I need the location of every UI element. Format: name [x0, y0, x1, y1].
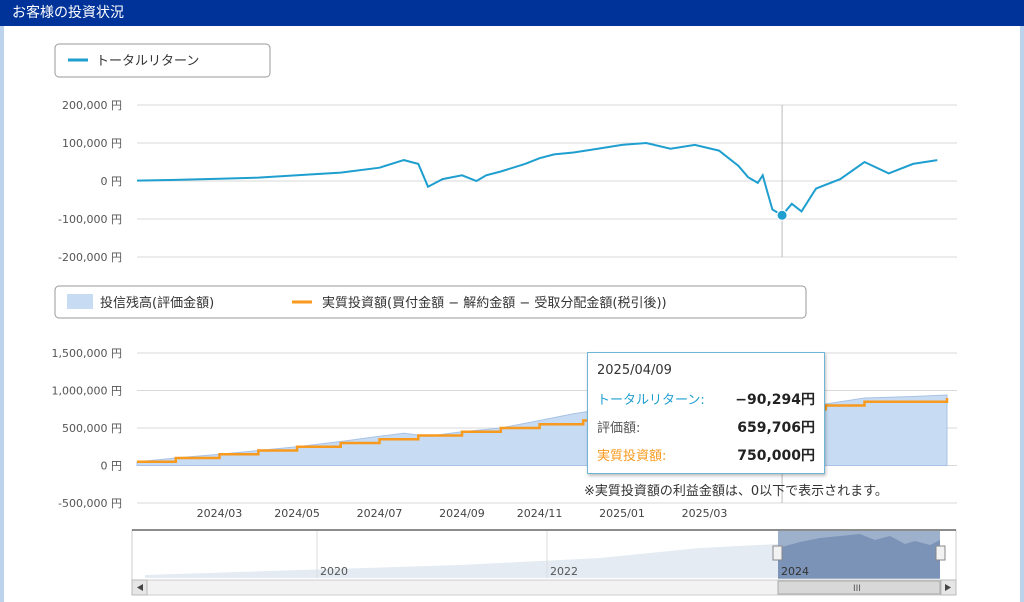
scrollbar-thumb-grip: III — [853, 584, 861, 594]
y-tick-label: -200,000 円 — [58, 251, 122, 264]
tooltip-key: 実質投資額: — [597, 449, 667, 464]
navigator-handle-right[interactable] — [935, 545, 946, 561]
y-tick-label: -500,000 円 — [58, 497, 122, 510]
x-tick-label: 2024/03 — [197, 507, 243, 520]
legend-top-label: トータルリターン — [96, 54, 199, 69]
note-text: ※実質投資額の利益金額は、0以下で表示されます。 — [584, 484, 888, 499]
chart-tooltip: 2025/04/09 トータルリターン: −90,294円 評価額: 659,7… — [587, 352, 825, 474]
tooltip-date: 2025/04/09 — [597, 363, 672, 378]
y-tick-label: 0 円 — [101, 460, 123, 473]
y-tick-label: 1,500,000 円 — [52, 347, 122, 360]
navigator-label-2020: 2020 — [320, 565, 348, 578]
navigator-label-2022: 2022 — [550, 565, 578, 578]
tooltip-key: 評価額: — [597, 421, 641, 436]
x-tick-label: 2024/07 — [357, 507, 403, 520]
navigator-handle-left[interactable] — [772, 545, 783, 561]
legend-top-box[interactable] — [54, 43, 271, 78]
total-return-line — [136, 141, 938, 217]
legend-bottom-swatch-balance — [67, 294, 93, 309]
y-tick-label: 100,000 円 — [62, 137, 122, 150]
navigator-label-2024: 2024 — [781, 565, 809, 578]
y-tick-label: 1,000,000 円 — [52, 385, 122, 398]
scrollbar-right-arrow-icon — [945, 584, 951, 591]
legend-bottom-label-invest: 実質投資額(買付金額 − 解約金額 − 受取分配金額(税引後)) — [322, 295, 667, 311]
legend-bottom-box[interactable] — [54, 285, 807, 319]
y-tick-label: 0 円 — [101, 175, 123, 188]
x-tick-label: 2024/09 — [439, 507, 485, 520]
highlight-point[interactable] — [776, 209, 788, 221]
scrollbar-thumb[interactable] — [777, 580, 941, 595]
page-title: お客様の投資状況 — [12, 5, 124, 21]
tooltip-value: −90,294円 — [735, 392, 815, 408]
y-tick-label: 200,000 円 — [62, 99, 122, 112]
range-navigator[interactable]: 2020 2022 2024 III — [131, 529, 957, 596]
legend-bottom-label-balance: 投信残高(評価金額) — [100, 295, 214, 311]
tooltip-value: 659,706円 — [737, 420, 815, 436]
x-tick-label: 2025/03 — [682, 507, 728, 520]
x-tick-label: 2024/05 — [274, 507, 320, 520]
navigator-area — [145, 544, 778, 578]
page-title-bar: お客様の投資状況 — [0, 0, 1024, 26]
tooltip-key: トータルリターン: — [597, 393, 705, 408]
x-tick-label: 2024/11 — [517, 507, 563, 520]
y-tick-label: -100,000 円 — [58, 213, 122, 226]
navigator-selected-area — [778, 534, 940, 578]
tooltip-value: 750,000円 — [737, 448, 815, 464]
x-tick-label: 2025/01 — [599, 507, 645, 520]
y-tick-label: 500,000 円 — [62, 422, 122, 435]
total-return-chart: 200,000 円 100,000 円 0 円 -100,000 円 -200,000 … — [58, 99, 957, 264]
scrollbar-left-arrow-icon — [137, 584, 143, 591]
